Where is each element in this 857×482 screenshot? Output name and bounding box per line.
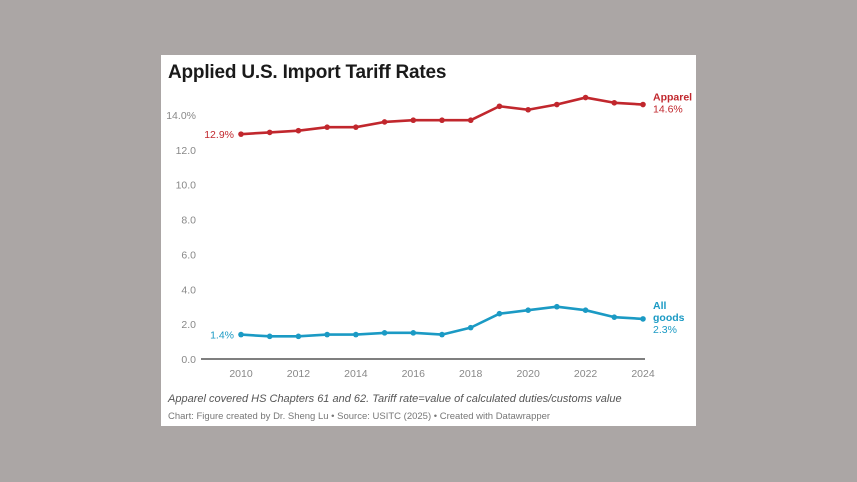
data-point (554, 303, 560, 310)
data-point (611, 314, 618, 320)
data-point (324, 124, 330, 130)
data-point (496, 310, 503, 317)
data-point (582, 307, 589, 313)
end-value-label: 14.6% (653, 104, 683, 116)
data-point (238, 131, 244, 137)
chart-notes: Apparel covered HS Chapters 61 and 62. T… (168, 393, 622, 405)
start-value-label: 1.4% (210, 330, 234, 342)
data-point (381, 330, 388, 336)
data-point (467, 117, 474, 124)
x-tick-label: 2024 (631, 368, 655, 380)
data-point (266, 333, 273, 340)
x-tick-label: 2022 (574, 368, 598, 380)
series-name-label: Apparel (653, 92, 692, 104)
data-point (410, 330, 417, 336)
data-point (496, 103, 503, 110)
data-point (295, 333, 302, 340)
x-tick-label: 2012 (287, 368, 311, 380)
y-tick-label: 12.0 (176, 145, 197, 157)
data-point (554, 101, 560, 108)
series-line-apparel (240, 96, 644, 136)
y-tick-label: 10.0 (176, 180, 197, 192)
data-point (525, 106, 531, 113)
data-point (353, 331, 359, 338)
line-chart: 0.0 2.0 4.0 6.0 8.0 10.0 12.0 14.0% 2010 2012 2014… (166, 92, 692, 380)
y-tick-label: 14.0% (166, 110, 196, 122)
data-point (324, 331, 330, 338)
data-point (640, 316, 646, 322)
data-point (238, 331, 244, 338)
series-name-label: All (653, 300, 667, 312)
chart-title: Applied U.S. Import Tariff Rates (168, 62, 447, 83)
y-tick-label: 6.0 (181, 249, 196, 261)
data-point (381, 119, 388, 125)
chart-card: Applied U.S. Import Tariff Rates 0.0 2.0 4… (161, 55, 696, 426)
data-point (295, 127, 302, 134)
end-value-label: 2.3% (653, 324, 677, 336)
data-point (467, 324, 474, 331)
start-value-label: 12.9% (204, 129, 234, 141)
data-point (582, 94, 589, 101)
x-tick-label: 2018 (459, 368, 483, 380)
data-point (525, 307, 531, 313)
data-point (439, 331, 445, 338)
y-tick-label: 2.0 (181, 319, 196, 331)
data-point (640, 101, 646, 108)
y-tick-label: 0.0 (181, 354, 196, 366)
data-point (266, 129, 273, 136)
data-point (353, 124, 359, 130)
chart-source: Chart: Figure created by Dr. Sheng Lu • … (168, 411, 551, 422)
x-tick-label: 2016 (402, 368, 426, 380)
data-point (410, 117, 417, 124)
data-point (439, 117, 445, 124)
x-tick-label: 2020 (516, 368, 540, 380)
y-tick-label: 8.0 (181, 215, 196, 227)
data-point (611, 99, 618, 106)
series-name-label: goods (653, 312, 685, 324)
y-tick-label: 4.0 (181, 284, 196, 296)
x-tick-label: 2010 (229, 368, 253, 380)
x-tick-label: 2014 (344, 368, 368, 380)
